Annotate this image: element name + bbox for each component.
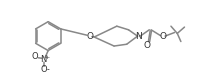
Text: +: + [45,55,50,60]
Text: N: N [135,32,142,41]
Text: O: O [159,32,166,41]
Text: -: - [46,65,49,74]
Text: O: O [86,32,93,41]
Text: N: N [41,55,47,64]
Text: O: O [40,65,47,74]
Text: O: O [32,52,38,61]
Text: O: O [144,41,151,50]
